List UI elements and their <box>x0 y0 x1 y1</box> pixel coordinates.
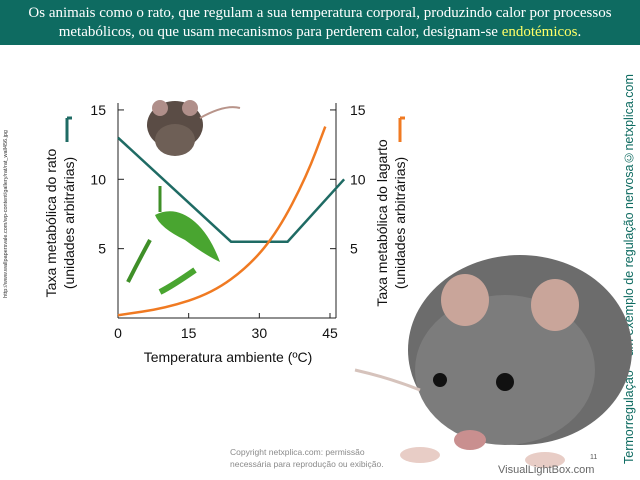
x-tick-label: 30 <box>252 325 268 341</box>
banner-line-2-end: . <box>577 24 582 40</box>
watermark: VisualLightBox.com <box>498 464 595 476</box>
copyright-line-1: Copyright netxplica.com: permissão <box>230 447 365 457</box>
series-line-lagarto <box>117 126 327 317</box>
left-y-tick-label: 10 <box>90 171 106 187</box>
banner-line-2-text: metabólicos, ou que usam mecanismos para… <box>58 24 502 40</box>
copyright-note: Copyright netxplica.com: permissão neces… <box>230 446 420 470</box>
right-y-tick-label: 5 <box>350 241 358 257</box>
left-y-tick-label: 5 <box>98 241 106 257</box>
page-number: 11 <box>590 454 598 461</box>
banner-line-1: Os animais como o rato, que regulam a su… <box>28 5 612 21</box>
left-y-axis-label-1: Taxa metabólica do rato <box>43 148 59 297</box>
right-y-tick-label: 10 <box>350 171 366 187</box>
series-layer <box>117 126 346 317</box>
small-rat-illustration <box>147 100 241 156</box>
big-rat-illustration <box>354 255 632 468</box>
left-y-tick-label: 15 <box>90 102 106 118</box>
tick-layer: 0 15 30 45 15 10 5 15 10 5 <box>90 102 365 341</box>
right-y-axis-label-1: Taxa metabólica do lagarto <box>374 139 390 307</box>
x-tick-label: 0 <box>114 325 122 341</box>
right-y-tick-label: 15 <box>350 102 366 118</box>
lizard-illustration <box>126 186 220 295</box>
x-tick-label: 45 <box>322 325 338 341</box>
series-line-rato <box>117 136 346 243</box>
x-axis-label: Temperatura ambiente (ºC) <box>144 349 313 365</box>
banner-highlight-word: endotémicos <box>501 24 578 40</box>
left-y-axis-label-2: (unidades arbitrárias) <box>61 157 77 289</box>
right-y-axis-label-2: (unidades arbitrárias) <box>392 157 408 289</box>
x-tick-label: 15 <box>181 325 197 341</box>
title-banner: Os animais como o rato, que regulam a su… <box>0 0 640 45</box>
copyright-line-2: necessária para reprodução ou exibição. <box>230 459 384 469</box>
banner-line-2: metabólicos, ou que usam mecanismos para… <box>0 23 640 42</box>
